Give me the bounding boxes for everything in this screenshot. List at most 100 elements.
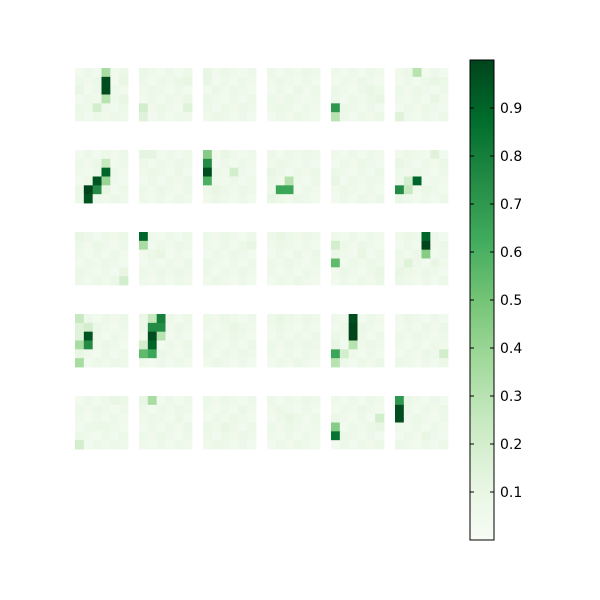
heatmap-cell <box>293 76 303 87</box>
heatmap-cell <box>92 112 102 122</box>
heatmap-cell <box>92 267 102 277</box>
heatmap-cell <box>339 358 350 368</box>
heatmap-cell <box>156 103 166 113</box>
heatmap-cell <box>92 68 102 78</box>
heatmap-cell <box>331 422 341 432</box>
heatmap-cell <box>183 103 193 113</box>
heatmap-cell <box>375 331 385 341</box>
heatmap-cell <box>83 404 94 415</box>
heatmap-cell <box>357 431 367 441</box>
heatmap-cell <box>439 240 449 251</box>
heatmap-cell <box>220 176 230 186</box>
heatmap-cell <box>229 185 239 195</box>
heatmap-cell <box>119 185 129 195</box>
heatmap-cell <box>220 150 230 160</box>
heatmap-cell <box>331 85 341 95</box>
heatmap-cell <box>92 150 102 160</box>
heatmap-cell <box>395 176 405 186</box>
heatmap-cell <box>284 340 294 350</box>
heatmap-cell <box>348 431 358 441</box>
heatmap-cell <box>339 440 350 450</box>
heatmap-cell <box>430 76 440 87</box>
heatmap-cell <box>403 112 414 122</box>
heatmap-cell <box>275 150 286 160</box>
heatmap-cell <box>302 68 312 78</box>
heatmap-cell <box>147 194 158 204</box>
heatmap-cell <box>430 358 440 368</box>
heatmap-cell <box>92 431 102 441</box>
heatmap-cell <box>403 85 414 95</box>
heatmap-cell <box>174 276 184 286</box>
heatmap-cell <box>229 112 239 122</box>
heatmap-cell <box>293 267 303 277</box>
heatmap-cell <box>421 431 431 441</box>
heatmap-cell <box>156 167 166 177</box>
heatmap-cell <box>395 194 405 204</box>
heatmap-cell <box>348 396 358 406</box>
heatmap-cell <box>83 276 94 286</box>
heatmap-cell <box>439 349 449 359</box>
heatmap-cell <box>83 267 94 277</box>
heatmap-cell <box>110 413 120 423</box>
heatmap-cell <box>339 76 350 87</box>
heatmap-cell <box>331 76 341 87</box>
heatmap-cell <box>412 413 422 423</box>
heatmap-cell <box>430 431 440 441</box>
heatmap-cell <box>403 185 414 195</box>
heatmap-cell <box>375 404 385 415</box>
heatmap-cell <box>229 431 239 441</box>
heatmap-cell <box>331 232 341 242</box>
heatmap-cell <box>101 276 111 286</box>
heatmap-cell <box>110 194 120 204</box>
heatmap-cell <box>430 413 440 423</box>
heatmap-cell <box>421 340 431 350</box>
heatmap-cell <box>439 413 449 423</box>
heatmap-cell <box>348 349 358 359</box>
heatmap-cell <box>203 194 213 204</box>
heatmap-panel-r3c6 <box>395 232 449 286</box>
heatmap-cell <box>403 396 414 406</box>
heatmap-cell <box>403 232 414 242</box>
heatmap-cell <box>421 103 431 113</box>
heatmap-cell <box>439 112 449 122</box>
heatmap-cell <box>357 112 367 122</box>
heatmap-cell <box>430 404 440 415</box>
heatmap-cell <box>110 85 120 95</box>
heatmap-cell <box>247 249 257 259</box>
heatmap-cell <box>211 322 222 333</box>
heatmap-cell <box>101 440 111 450</box>
heatmap-cell <box>119 112 129 122</box>
heatmap-cell <box>439 314 449 324</box>
heatmap-cell <box>220 413 230 423</box>
heatmap-cell <box>247 276 257 286</box>
heatmap-cell <box>147 267 158 277</box>
heatmap-cell <box>331 150 341 160</box>
heatmap-cell <box>139 94 149 104</box>
heatmap-cell <box>139 167 149 177</box>
heatmap-cell <box>83 94 94 104</box>
heatmap-cell <box>183 185 193 195</box>
heatmap-cell <box>311 314 321 324</box>
heatmap-cell <box>348 232 358 242</box>
heatmap-cell <box>339 404 350 415</box>
heatmap-cell <box>366 276 376 286</box>
heatmap-cell <box>403 331 414 341</box>
heatmap-cell <box>395 358 405 368</box>
heatmap-cell <box>267 258 277 268</box>
heatmap-cell <box>421 185 431 195</box>
heatmap-cell <box>83 167 94 177</box>
heatmap-cell <box>229 76 239 87</box>
heatmap-cell <box>139 194 149 204</box>
heatmap-panels <box>75 68 449 450</box>
heatmap-cell <box>247 358 257 368</box>
heatmap-cell <box>439 68 449 78</box>
heatmap-cell <box>174 440 184 450</box>
heatmap-cell <box>403 349 414 359</box>
heatmap-panel-r5c3 <box>203 396 257 450</box>
heatmap-cell <box>348 331 358 341</box>
heatmap-cell <box>311 413 321 423</box>
heatmap-cell <box>156 413 166 423</box>
heatmap-cell <box>293 331 303 341</box>
heatmap-cell <box>439 150 449 160</box>
heatmap-cell <box>238 431 248 441</box>
